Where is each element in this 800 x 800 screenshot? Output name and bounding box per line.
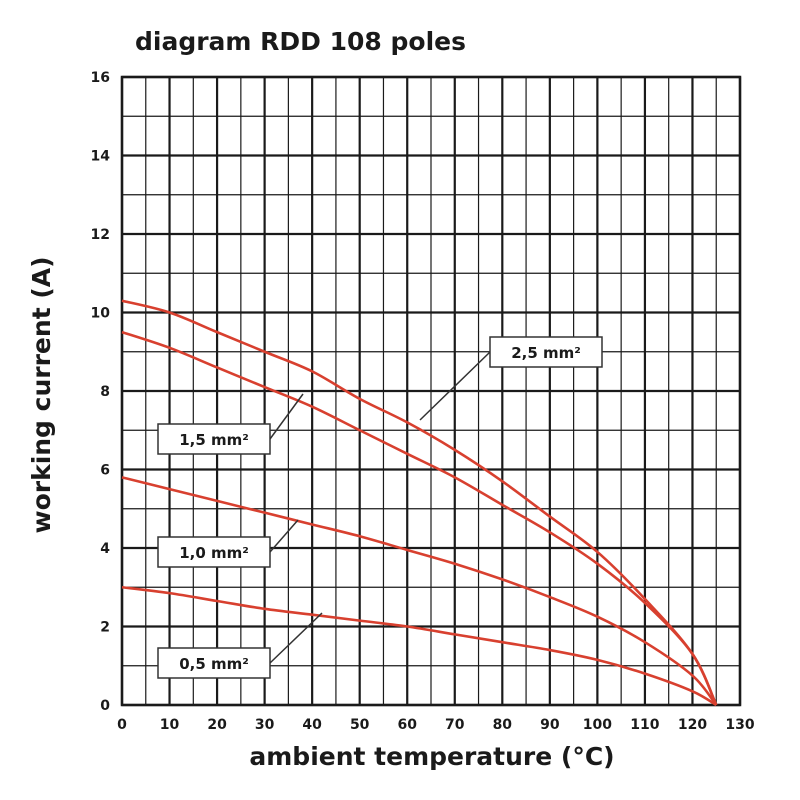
callout-box (157, 536, 271, 568)
y-tick-label: 6 (100, 463, 110, 479)
series-line-0-5-mm (121, 585, 717, 707)
y-tick-label: 8 (100, 384, 110, 400)
x-tick-label: 10 (160, 717, 180, 733)
callout-label: 0,5 mm² (157, 612, 323, 679)
x-tick-label: 90 (540, 717, 560, 733)
series-lines (121, 299, 718, 707)
x-tick-label: 30 (255, 717, 275, 733)
y-tick-label: 0 (100, 698, 110, 714)
grid (120, 75, 742, 707)
callout-leader-line (269, 393, 304, 440)
callout-leader-line (419, 351, 491, 421)
callout-box (157, 647, 271, 679)
series-line-1-0-mm (121, 476, 718, 706)
callout-text: 2,5 mm² (511, 344, 581, 362)
callout-leader-line (269, 519, 299, 553)
x-tick-label: 0 (117, 717, 127, 733)
x-tick-label: 20 (207, 717, 227, 733)
callout-text: 1,5 mm² (179, 431, 249, 449)
x-tick-label: 40 (302, 717, 322, 733)
x-tick-label: 70 (445, 717, 465, 733)
y-tick-label: 12 (91, 227, 110, 243)
callout-label: 1,0 mm² (157, 519, 299, 568)
x-tick-label: 80 (493, 717, 513, 733)
callout-box (157, 423, 271, 455)
x-tick-label: 100 (583, 717, 612, 733)
x-tick-label: 130 (725, 717, 754, 733)
x-tick-label: 50 (350, 717, 370, 733)
x-axis-label: ambient temperature (°C) (249, 742, 614, 771)
callout-text: 0,5 mm² (179, 655, 249, 673)
series-line-1-5-mm (121, 330, 718, 706)
x-tick-label: 60 (397, 717, 417, 733)
y-tick-label: 10 (91, 306, 111, 322)
chart-title: diagram RDD 108 poles (135, 27, 466, 56)
callout-box (489, 336, 603, 368)
series-line-2-5-mm (121, 299, 718, 706)
callout-label: 1,5 mm² (157, 393, 304, 455)
callouts: 2,5 mm² 1,5 mm² 1,0 mm² 0,5 mm² (157, 336, 603, 679)
callout-label: 2,5 mm² (419, 336, 603, 421)
plot-frame (120, 75, 742, 707)
x-tick-label: 110 (630, 717, 659, 733)
y-tick-label: 2 (100, 620, 110, 636)
y-tick-label: 16 (91, 70, 110, 86)
y-tick-label: 14 (91, 149, 111, 165)
callout-leader-line (269, 612, 323, 664)
y-axis-label: working current (A) (27, 256, 56, 533)
tick-labels: 0 10 20 30 40 50 60 70 80 90 100 110 120 130 0 2 4 6 8 10 12… (91, 70, 755, 733)
callout-text: 1,0 mm² (179, 544, 249, 562)
y-tick-label: 4 (100, 541, 110, 557)
x-tick-label: 120 (678, 717, 707, 733)
